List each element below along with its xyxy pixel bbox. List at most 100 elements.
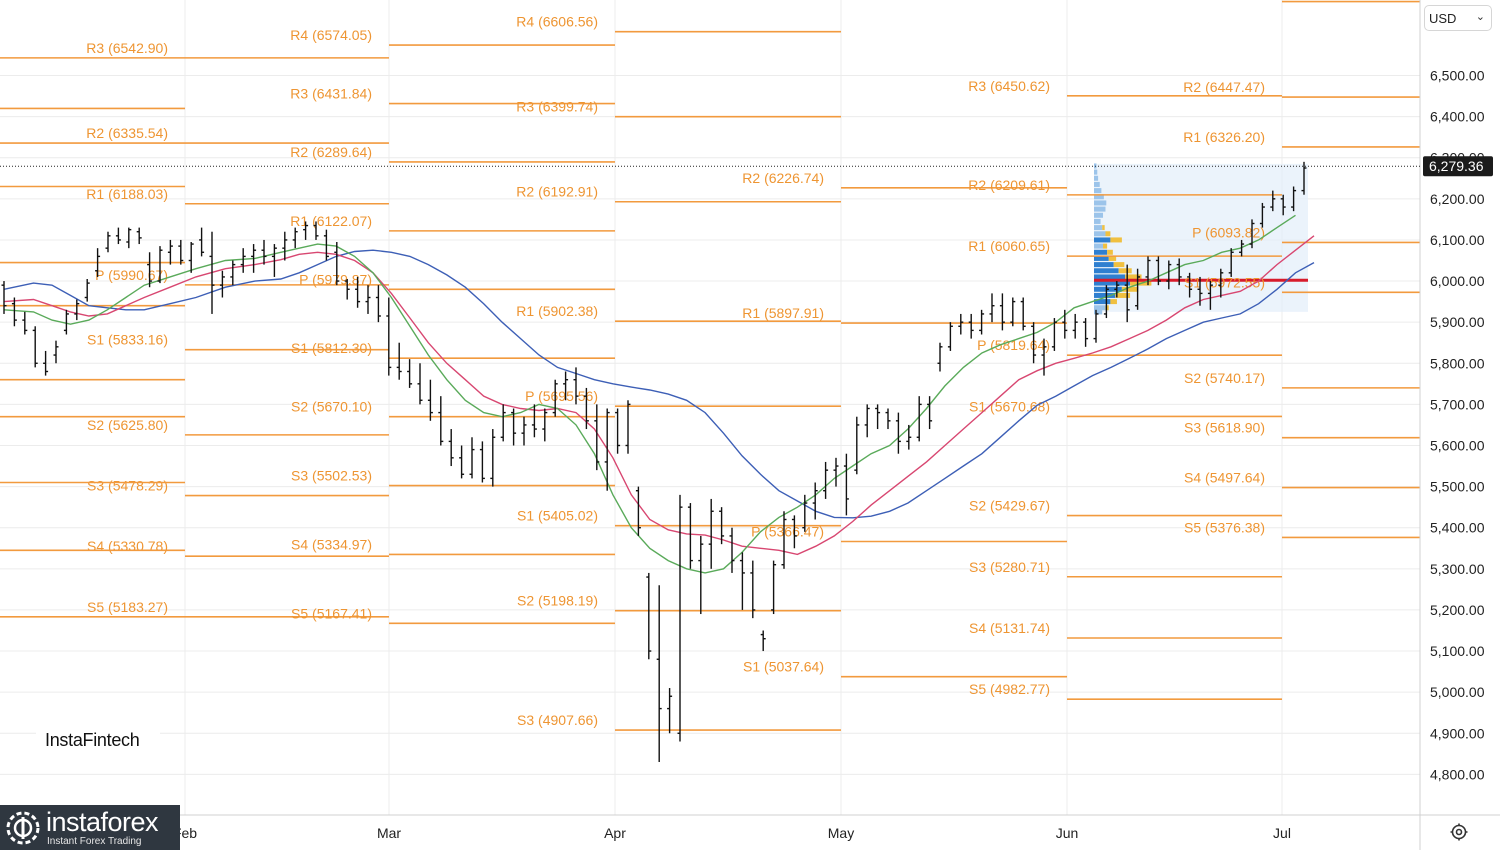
ohlc-bar bbox=[105, 231, 111, 253]
ohlc-bar bbox=[698, 535, 704, 615]
profile-bar-sell bbox=[1113, 262, 1125, 268]
ohlc-bar bbox=[968, 313, 974, 339]
instaforex-name: instaforex bbox=[46, 807, 159, 837]
ohlc-bar bbox=[157, 246, 163, 284]
ohlc-bar bbox=[812, 482, 818, 520]
pivot-label: R1 (6188.03) bbox=[86, 186, 168, 202]
ohlc-bar bbox=[1228, 248, 1234, 277]
pivot-label: S2 (5429.67) bbox=[969, 498, 1050, 514]
pivot-label: P (5819.64) bbox=[977, 337, 1050, 353]
ohlc-bar bbox=[1249, 219, 1255, 249]
ohlc-bar bbox=[490, 429, 496, 487]
ohlc-bar bbox=[375, 285, 381, 323]
ohlc-bar bbox=[563, 371, 569, 401]
profile-bar-buy bbox=[1094, 249, 1108, 255]
pivot-label: S1 (5670.68) bbox=[969, 398, 1050, 414]
price-tick-label: 5,300.00 bbox=[1430, 561, 1485, 577]
ohlc-bar bbox=[126, 227, 132, 249]
ohlc-bar bbox=[625, 400, 631, 454]
ohlc-bar bbox=[989, 293, 995, 323]
profile-bar-buy bbox=[1094, 181, 1100, 187]
ohlc-bar bbox=[1259, 202, 1265, 228]
ohlc-bar bbox=[594, 404, 600, 471]
profile-bar-buy bbox=[1094, 231, 1106, 237]
ohlc-bar bbox=[667, 688, 673, 734]
ohlc-bar bbox=[906, 424, 912, 450]
ohlc-bar bbox=[74, 299, 80, 321]
ohlc-bar bbox=[1010, 297, 1016, 327]
pivot-label: S5 (4982.77) bbox=[969, 681, 1050, 697]
price-tick-label: 5,200.00 bbox=[1430, 602, 1485, 618]
gear-icon[interactable] bbox=[1449, 822, 1469, 842]
ohlc-bar bbox=[646, 572, 652, 660]
ohlc-bar bbox=[199, 227, 205, 257]
profile-bar-buy bbox=[1094, 169, 1098, 175]
moving-average-line bbox=[3, 214, 1296, 574]
ohlc-bar bbox=[677, 494, 683, 742]
ohlc-bar bbox=[937, 342, 943, 372]
pivot-label: P (5695.56) bbox=[525, 388, 598, 404]
profile-bar-buy bbox=[1094, 206, 1106, 212]
pivot-label: S4 (5334.97) bbox=[291, 536, 372, 552]
instaforex-logo: instaforex Instant Forex Trading bbox=[0, 805, 180, 850]
ohlc-bar bbox=[1239, 239, 1245, 257]
currency-selector[interactable]: USD ⌄ bbox=[1424, 5, 1492, 31]
ohlc-bar bbox=[167, 239, 173, 265]
ohlc-bar bbox=[635, 486, 641, 536]
pivot-label: S1 (5405.02) bbox=[517, 508, 598, 524]
profile-bar-buy bbox=[1094, 175, 1099, 181]
ohlc-bar bbox=[1135, 268, 1141, 310]
price-tick-label: 5,000.00 bbox=[1430, 684, 1485, 700]
pivot-label: R2 (6289.64) bbox=[290, 144, 372, 160]
month-label: Apr bbox=[604, 825, 626, 841]
ohlc-bar bbox=[95, 248, 101, 277]
ohlc-bar bbox=[32, 326, 38, 368]
last-price-tag bbox=[1423, 156, 1493, 177]
ohlc-bar bbox=[365, 285, 371, 314]
ohlc-bar bbox=[729, 527, 735, 573]
price-tick-label: 5,900.00 bbox=[1430, 314, 1485, 330]
pivot-label: S2 (5670.10) bbox=[291, 399, 372, 415]
ohlc-bar bbox=[500, 404, 506, 442]
pivot-label: R2 (6447.47) bbox=[1183, 79, 1265, 95]
pivot-label: R1 (6060.65) bbox=[968, 238, 1050, 254]
ohlc-bar bbox=[854, 416, 860, 475]
pivot-label: S5 (5376.38) bbox=[1184, 519, 1265, 535]
pivot-label: P (6093.82) bbox=[1192, 224, 1265, 240]
profile-bar-sell bbox=[1107, 249, 1113, 255]
month-label: May bbox=[828, 825, 854, 841]
instafintech-watermark: InstaFintech bbox=[36, 702, 160, 764]
instaforex-tagline: Instant Forex Trading bbox=[47, 836, 142, 847]
ohlc-bar bbox=[760, 630, 766, 652]
ohlc-bar bbox=[823, 461, 829, 499]
pivot-label: S2 (5198.19) bbox=[517, 593, 598, 609]
ohlc-bar bbox=[1166, 260, 1172, 290]
price-tick-label: 4,800.00 bbox=[1430, 766, 1485, 782]
ohlc-bar bbox=[240, 248, 246, 273]
ohlc-bar bbox=[791, 515, 797, 549]
ohlc-bar bbox=[521, 416, 527, 446]
ohlc-bar bbox=[459, 445, 465, 479]
ohlc-bar bbox=[656, 585, 662, 763]
ohlc-bar bbox=[1197, 276, 1203, 306]
profile-bar-buy bbox=[1094, 305, 1106, 311]
ohlc-bar bbox=[573, 367, 579, 405]
time-axis: Feb Mar Apr May Jun Jul bbox=[0, 814, 1500, 841]
ohlc-bar bbox=[1062, 309, 1068, 339]
ohlc-bar bbox=[115, 227, 121, 245]
chevron-down-icon: ⌄ bbox=[1475, 11, 1485, 23]
ohlc-bar bbox=[469, 437, 475, 479]
ohlc-bar bbox=[1270, 190, 1276, 212]
ohlc-bar bbox=[1041, 338, 1047, 376]
ohlc-bar bbox=[427, 379, 433, 421]
pivot-label: R1 (6122.07) bbox=[290, 213, 372, 229]
pivot-label: R2 (6226.74) bbox=[742, 170, 824, 186]
ohlc-bar bbox=[1218, 268, 1224, 298]
price-tick-label: 5,400.00 bbox=[1430, 520, 1485, 536]
ohlc-bar bbox=[344, 278, 350, 300]
pivot-label: R4 (6574.05) bbox=[290, 27, 372, 43]
ohlc-bar bbox=[875, 404, 881, 430]
profile-bar-sell bbox=[1125, 274, 1142, 280]
